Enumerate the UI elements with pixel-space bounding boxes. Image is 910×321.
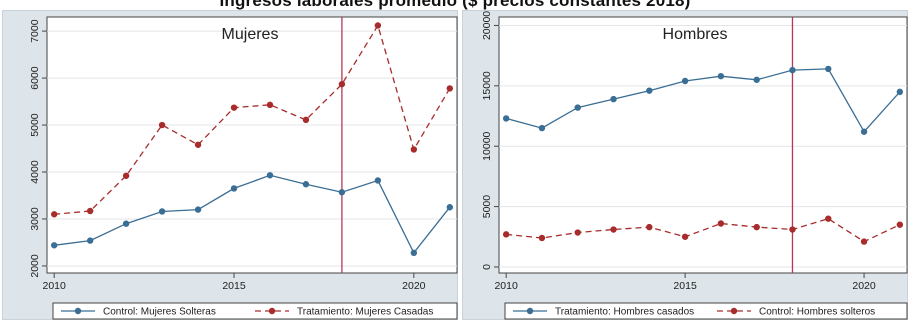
hombres-ytick-label-15000: 15000 [481,71,493,100]
mujeres-plot-area [46,16,458,274]
hombres-series-0-point-2020 [860,128,868,135]
hombres-series-1-point-2014 [646,223,653,231]
hombres-xtick-label-2020: 2020 [852,280,876,292]
mujeres-series-1-point-2015 [230,104,238,111]
hombres-series-0-point-2012 [574,104,581,111]
hombres-panel-label: Hombres [663,26,728,43]
mujeres-series-1-point-2018 [338,80,346,88]
chart-title: Ingresos laborales promedio ($ precios c… [219,0,691,10]
mujeres-series-0-line [54,174,451,255]
hombres-series-0-point-2010 [502,115,510,122]
mujeres-ytick-label-2000: 2000 [29,254,41,278]
hombres-series-1-point-2019 [825,215,832,222]
panel-mujeres: 2000 3000 4000 5000 6000 7000 2010 2015 2020 Muje… [2,10,458,320]
mujeres-series-1-point-2013 [158,121,166,129]
hombres-series-0-point-2021 [896,88,904,96]
hombres-legend-label-0: Tratamiento: Hombres casados [555,307,694,318]
hombres-xtick-label-2015: 2015 [673,280,697,292]
hombres-series-1-point-2011 [538,234,546,242]
hombres-ytick-label-20000: 20000 [481,11,493,40]
mujeres-series-0-point-2013 [158,208,166,215]
mujeres-legend-marker-1 [268,307,276,315]
mujeres-series-1-point-2021 [446,85,454,92]
mujeres-series-0-point-2011 [86,237,94,244]
hombres-ytick-label-5000: 5000 [481,195,493,219]
mujeres-ytick-label-7000: 7000 [29,19,41,43]
mujeres-series-0-point-2015 [230,185,238,192]
mujeres-series-0-point-2017 [302,181,310,188]
mujeres-xtick-label-2015: 2015 [222,280,246,292]
mujeres-series-1-point-2010 [50,211,58,218]
mujeres-panel-label: Mujeres [222,26,279,43]
mujeres-series-0-point-2016 [266,172,274,179]
mujeres-series-0-point-2018 [338,189,346,196]
hombres-series-1-line [506,217,901,243]
mujeres-series-0-point-2014 [194,206,202,213]
hombres-series-1-point-2021 [896,221,904,228]
hombres-legend-marker-0 [526,307,534,315]
hombres-series-1-point-2013 [610,226,617,233]
mujeres-xtick-label-2020: 2020 [402,280,426,292]
mujeres-ytick-label-6000: 6000 [29,66,41,90]
hombres-series-0-line [506,68,901,133]
hombres-series-0-point-2016 [717,72,725,80]
mujeres-series-1-point-2014 [194,141,202,148]
mujeres-ytick-label-4000: 4000 [29,160,41,184]
hombres-series-0-point-2019 [825,65,832,73]
mujeres-ytick-label-3000: 3000 [29,207,41,231]
mujeres-legend-marker-0 [74,307,82,315]
mujeres-legend-label-1: Tratamiento: Mujeres Casadas [297,307,433,318]
hombres-series-1-point-2020 [860,238,868,245]
hombres-series-1-point-2018 [789,226,796,233]
chart-hombres: 0 5000 10000 15000 20000 2010 2015 2020 Hombres T… [481,11,908,320]
mujeres-ytick-label-5000: 5000 [29,113,41,137]
hombres-legend-label-1: Control: Hombres solteros [759,307,875,318]
mujeres-series-0-point-2012 [122,220,130,227]
hombres-series-0-point-2013 [610,95,617,103]
hombres-legend-box [504,302,908,320]
hombres-series-0-point-2018 [789,66,796,74]
chart-mujeres: 2000 3000 4000 5000 6000 7000 2010 2015 2020 Muje… [29,16,458,320]
mujeres-series-1-point-2016 [266,101,274,109]
hombres-legend-marker-1 [730,307,738,315]
mujeres-series-1-point-2019 [374,22,382,29]
mujeres-xtick-label-2010: 2010 [43,280,67,292]
mujeres-legend-label-0: Control: Mujeres Solteras [103,307,216,318]
hombres-series-0-point-2011 [538,124,546,132]
hombres-xtick-label-2010: 2010 [494,280,518,292]
mujeres-series-1-point-2017 [302,116,310,124]
mujeres-series-0-point-2020 [410,249,418,257]
hombres-series-1-point-2015 [681,233,689,240]
mujeres-series-0-point-2010 [50,242,58,249]
mujeres-series-1-point-2020 [410,146,418,153]
hombres-series-1-point-2010 [502,231,510,238]
mujeres-series-0-point-2021 [446,204,454,211]
hombres-series-1-point-2016 [717,220,725,227]
hombres-series-1-point-2017 [753,223,760,231]
mujeres-series-0-point-2019 [374,177,382,184]
hombres-series-0-point-2014 [646,87,653,94]
mujeres-series-1-point-2011 [86,207,94,215]
hombres-ytick-label-0: 0 [481,264,493,270]
panel-hombres: 0 5000 10000 15000 20000 2010 2015 2020 Hombres T… [462,10,908,320]
mujeres-series-1-point-2012 [122,172,130,179]
hombres-series-0-point-2017 [753,76,760,83]
hombres-ytick-label-10000: 10000 [481,131,493,160]
hombres-series-0-point-2015 [681,77,689,85]
hombres-series-1-point-2012 [574,229,581,236]
